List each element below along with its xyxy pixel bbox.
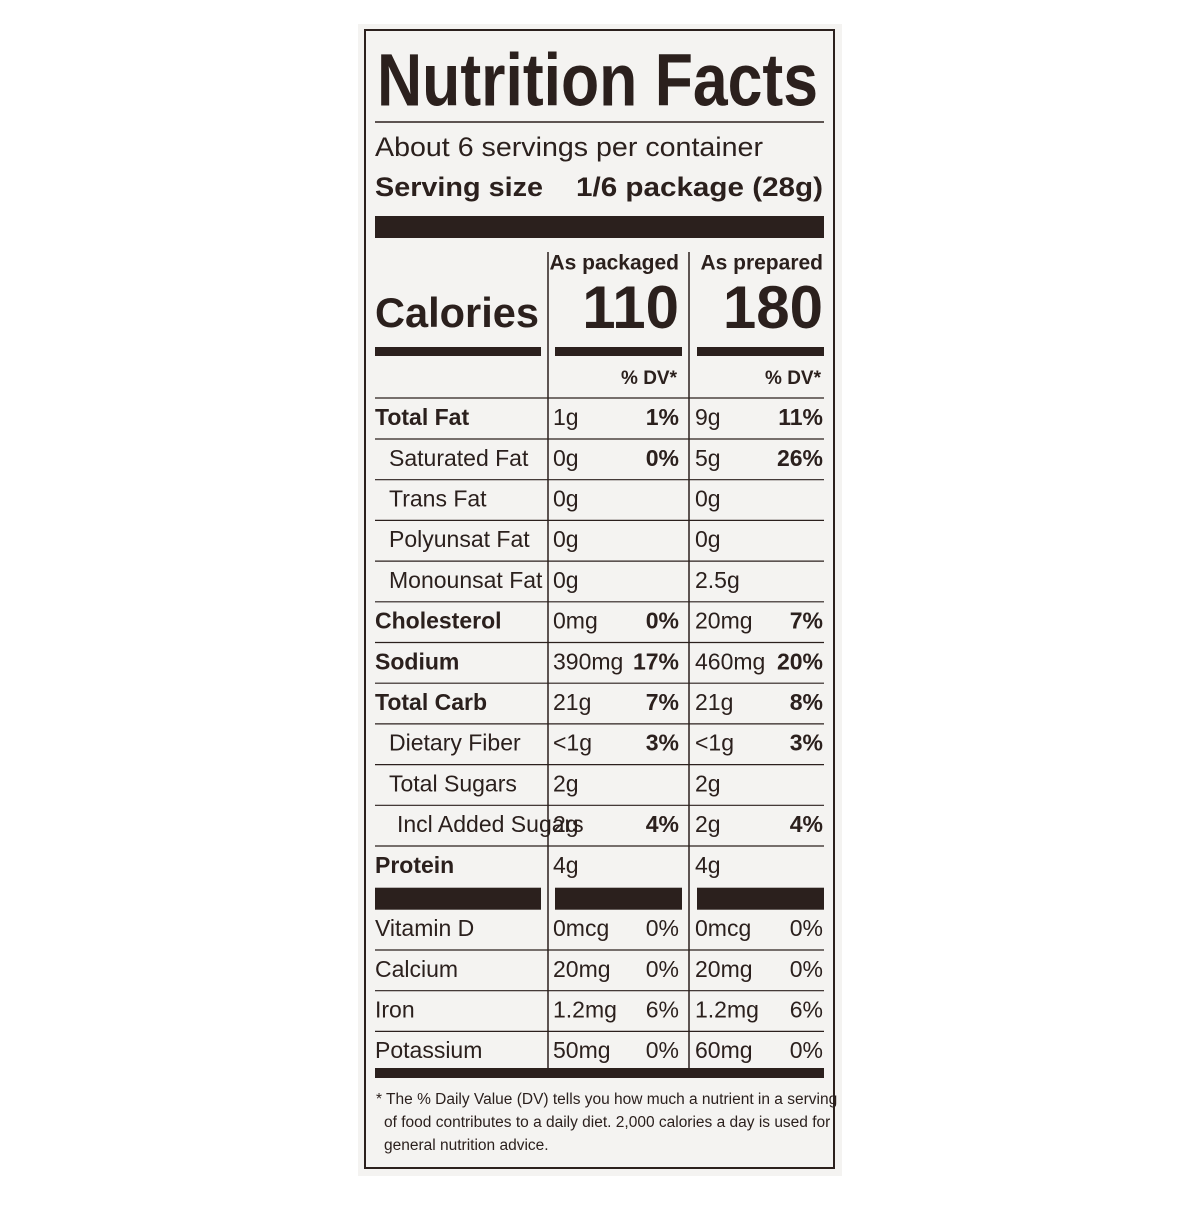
vitamin-name: Vitamin D [375, 915, 474, 941]
nutrient-name: Polyunsat Fat [389, 526, 530, 552]
amount: <1g [695, 730, 734, 756]
amount: 0mcg [695, 915, 751, 941]
daily-value: 6% [646, 996, 679, 1022]
nutrient-name: Total Carb [375, 689, 487, 715]
amount: 2g [553, 811, 579, 837]
daily-value: 0% [790, 956, 823, 982]
amount: 0mcg [553, 915, 609, 941]
thick-bar [555, 887, 682, 910]
daily-value: 4% [790, 811, 823, 837]
thick-bar [375, 887, 541, 910]
daily-value: 0% [790, 1037, 823, 1063]
nutrient-name: Monounsat Fat [389, 567, 543, 593]
nutrient-name: Trans Fat [389, 485, 487, 511]
vitamin-name: Potassium [375, 1037, 482, 1063]
bar [375, 347, 541, 356]
nutrient-name: Incl Added Sugars [397, 811, 584, 837]
daily-value: 8% [790, 689, 823, 715]
dv-header: % DV* [621, 368, 678, 389]
amount: 0g [553, 485, 579, 511]
nutrient-name: Protein [375, 852, 454, 878]
amount: 4g [695, 852, 721, 878]
daily-value: 11% [778, 404, 823, 430]
daily-value: 6% [790, 996, 823, 1022]
amount: 0g [553, 526, 579, 552]
column-header: As packaged [549, 252, 679, 275]
daily-value: 1% [646, 404, 679, 430]
column-header: As prepared [700, 252, 823, 275]
nutrient-name: Sodium [375, 648, 459, 674]
vitamin-name: Calcium [375, 956, 458, 982]
daily-value: 0% [646, 445, 679, 471]
amount: 2g [553, 770, 579, 796]
amount: 20mg [553, 956, 611, 982]
daily-value: 26% [777, 445, 823, 471]
amount: 460mg [695, 648, 765, 674]
thick-bar [697, 887, 824, 910]
amount: 50mg [553, 1037, 611, 1063]
nutrient-name: Cholesterol [375, 608, 502, 634]
serving-size: 1/6 package (28g) [576, 172, 823, 202]
daily-value: 0% [646, 1037, 679, 1063]
nutrient-name: Saturated Fat [389, 445, 529, 471]
calories-label: Calories [375, 289, 539, 336]
amount: 21g [553, 689, 591, 715]
amount: 21g [695, 689, 733, 715]
daily-value: 7% [790, 608, 823, 634]
amount: 20mg [695, 956, 753, 982]
servings: About 6 servings per container [375, 132, 763, 162]
daily-value: 4% [646, 811, 679, 837]
daily-value: 0% [646, 915, 679, 941]
footnote: general nutrition advice. [384, 1137, 549, 1154]
nutrient-name: Total Sugars [389, 770, 517, 796]
amount: 1g [553, 404, 579, 430]
dv-header: % DV* [765, 368, 822, 389]
calories-value: 110 [582, 274, 679, 341]
vitamin-name: Iron [375, 996, 415, 1022]
nutrient-name: Total Fat [375, 404, 469, 430]
daily-value: 17% [633, 648, 679, 674]
footnote: of food contributes to a daily diet. 2,0… [384, 1114, 830, 1131]
bar [697, 347, 824, 356]
title: Nutrition Facts [377, 39, 818, 122]
bar [555, 347, 682, 356]
amount: 2.5g [695, 567, 740, 593]
amount: 390mg [553, 648, 623, 674]
thick-bar [375, 1068, 824, 1078]
daily-value: 3% [646, 730, 679, 756]
amount: 9g [695, 404, 721, 430]
amount: 0g [695, 485, 721, 511]
serving-size-label: Serving size [375, 172, 543, 202]
amount: 1.2mg [553, 996, 617, 1022]
calories-value: 180 [723, 274, 823, 341]
amount: 20mg [695, 608, 753, 634]
daily-value: 0% [790, 915, 823, 941]
label-border [364, 29, 835, 1169]
daily-value: 0% [646, 956, 679, 982]
amount: 0g [695, 526, 721, 552]
amount: 5g [695, 445, 721, 471]
nutrient-name: Dietary Fiber [389, 730, 521, 756]
amount: <1g [553, 730, 592, 756]
amount: 60mg [695, 1037, 753, 1063]
daily-value: 0% [646, 608, 679, 634]
amount: 1.2mg [695, 996, 759, 1022]
amount: 2g [695, 770, 721, 796]
amount: 4g [553, 852, 579, 878]
daily-value: 7% [646, 689, 679, 715]
amount: 2g [695, 811, 721, 837]
amount: 0g [553, 445, 579, 471]
thick-bar [375, 216, 824, 238]
amount: 0mg [553, 608, 598, 634]
amount: 0g [553, 567, 579, 593]
daily-value: 3% [790, 730, 823, 756]
footnote: * The % Daily Value (DV) tells you how m… [376, 1091, 837, 1108]
daily-value: 20% [777, 648, 823, 674]
